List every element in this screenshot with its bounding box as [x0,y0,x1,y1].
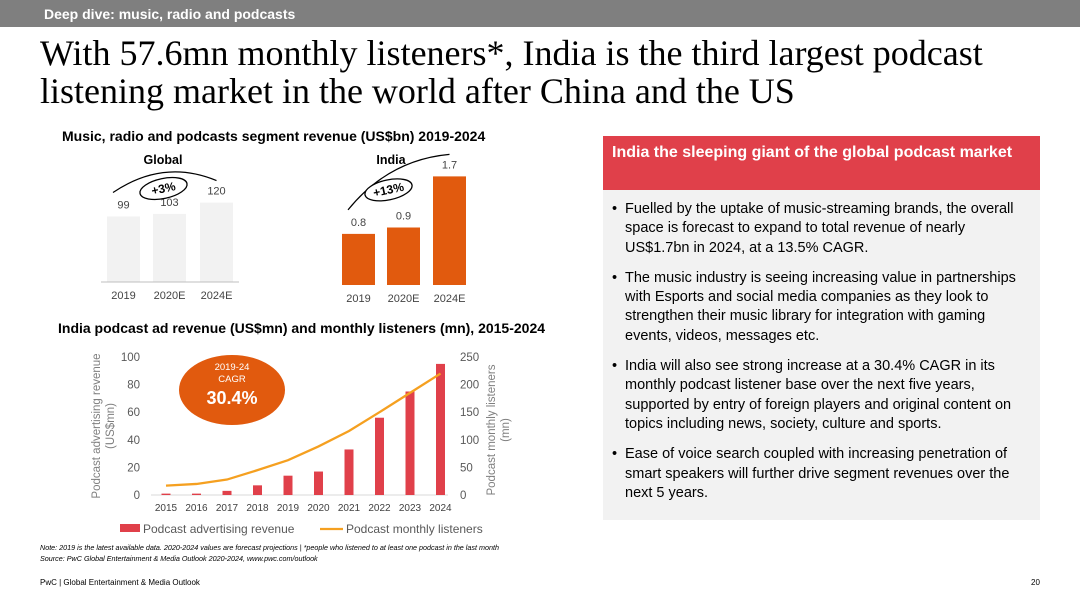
footer-text: PwC | Global Entertainment & Media Outlo… [40,578,200,587]
x-tick-label: 2018 [246,503,269,514]
bar-india [387,227,420,285]
y-tick-label: 80 [127,380,140,392]
bar-global [153,213,186,282]
tick-label-global: 2024E [201,290,233,302]
growth-badge-global [139,176,188,201]
tick-label-india: 2019 [346,293,370,305]
y2-tick-label: 0 [460,490,466,502]
bar-global [200,202,233,282]
y-axis-label: (US$mn) [105,403,117,449]
cagr-label: CAGR [218,374,246,385]
x-tick-label: 2023 [399,503,422,514]
note-line: Note: 2019 is the latest available data.… [40,543,499,552]
x-tick-label: 2022 [368,503,391,514]
insight-list: Fuelled by the uptake of music-streaming… [603,200,1040,514]
tick-label-global: 2019 [111,290,135,302]
segment-chart-title: Music, radio and podcasts segment revenu… [62,128,486,144]
y2-tick-label: 200 [460,380,479,392]
chart-title-india: India [376,153,406,167]
cagr-label: 2019-24 [215,362,250,373]
legend-label-listeners: Podcast monthly listeners [346,522,483,536]
insight-bullet: India will also see strong increase at a… [612,357,1022,434]
x-tick-label: 2021 [338,503,361,514]
insight-bullet: Fuelled by the uptake of music-streaming… [612,200,1022,258]
ad-revenue-bar [222,490,232,495]
page-title: With 57.6mn monthly listeners*, India is… [40,33,983,111]
listeners-line [165,372,442,487]
bar-global [107,216,140,282]
data-label-global: 99 [117,200,129,212]
y-tick-label: 40 [127,435,140,447]
growth-arrow-global [112,171,217,194]
growth-label-global: +3% [150,179,177,198]
y-axis-label: Podcast advertising revenue [91,353,103,498]
y2-axis-label: Podcast monthly listeners [486,364,498,495]
data-label-global: 120 [207,186,225,198]
footnote: Note: 2019 is the latest available data.… [40,542,499,564]
y2-axis-label: (mn) [500,418,512,442]
bar-india [342,233,375,285]
panel-heading: India the sleeping giant of the global p… [603,136,1040,190]
cagr-value: 30.4% [206,388,257,408]
x-tick-label: 2020 [307,503,330,514]
data-label-india: 0.9 [396,211,411,223]
y2-tick-label: 100 [460,435,479,447]
y-tick-label: 0 [134,490,140,502]
page-number: 20 [1031,578,1040,587]
data-label-india: 0.8 [351,217,366,229]
cagr-bubble [179,355,285,425]
y-tick-label: 100 [121,352,140,364]
y2-tick-label: 50 [460,462,473,474]
y-tick-label: 20 [127,462,140,474]
podcast-chart-title: India podcast ad revenue (US$mn) and mon… [58,320,546,336]
growth-arrow-india [347,153,450,211]
source-line: Source: PwC Global Entertainment & Media… [40,554,318,563]
ad-revenue-bar [192,493,201,495]
ad-revenue-bar [253,485,262,495]
section-label: Deep dive: music, radio and podcasts [44,6,296,22]
y2-tick-label: 250 [460,352,479,364]
ad-revenue-bar [436,363,445,495]
insight-panel: India the sleeping giant of the global p… [603,136,1040,520]
ad-revenue-bar [344,449,354,495]
chart-title-global: Global [144,153,183,167]
ad-revenue-bar [161,493,171,495]
x-tick-label: 2015 [155,503,178,514]
insight-bullet: The music industry is seeing increasing … [612,269,1022,346]
tick-label-india: 2020E [388,293,420,305]
growth-label-india: +13% [372,180,406,200]
tick-label-global: 2020E [154,290,186,302]
ad-revenue-bar [314,471,323,495]
x-tick-label: 2016 [185,503,208,514]
ad-revenue-bar [283,475,293,495]
x-tick-label: 2019 [277,503,300,514]
data-label-india: 1.7 [442,159,457,171]
legend-label-ad-revenue: Podcast advertising revenue [143,522,295,536]
ad-revenue-bar [405,391,415,495]
y2-tick-label: 150 [460,407,479,419]
insight-bullet: Ease of voice search coupled with increa… [612,445,1022,503]
bar-india [433,176,466,285]
x-tick-label: 2017 [216,503,239,514]
legend-swatch-ad-revenue [120,524,140,532]
top-banner: Deep dive: music, radio and podcasts [0,0,1080,27]
ad-revenue-bar [375,417,384,495]
data-label-global: 103 [160,197,178,209]
x-tick-label: 2024 [429,503,452,514]
growth-badge-india [364,178,413,202]
tick-label-india: 2024E [434,293,466,305]
y-tick-label: 60 [127,407,140,419]
